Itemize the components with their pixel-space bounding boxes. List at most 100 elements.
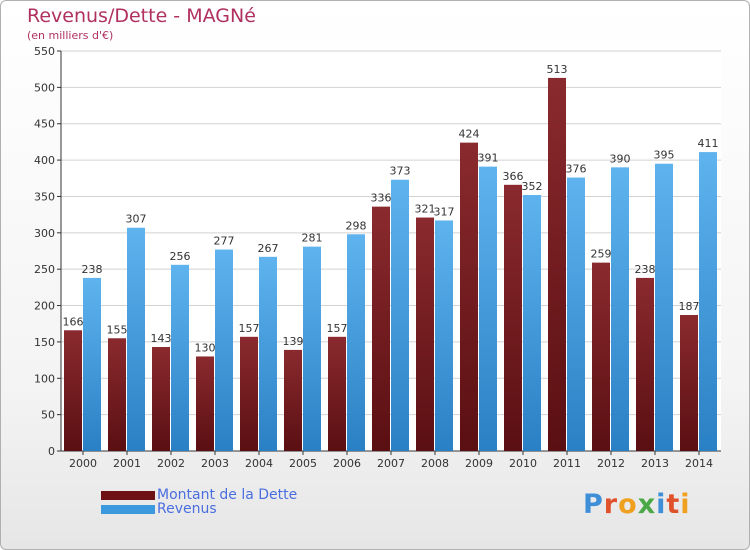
- bar-revenus: [83, 277, 101, 451]
- bar-dette: [548, 77, 566, 451]
- y-tick-label: 150: [34, 336, 55, 349]
- proxiti-logo: Proxiti: [583, 489, 691, 520]
- y-tick-label: 400: [34, 154, 55, 167]
- bar-dette: [680, 315, 698, 451]
- data-label-revenus: 317: [434, 205, 455, 218]
- x-tick-label: 2006: [333, 457, 361, 470]
- y-tick-label: 500: [34, 81, 55, 94]
- x-tick-label: 2001: [113, 457, 141, 470]
- y-tick-label: 250: [34, 263, 55, 276]
- data-label-dette: 166: [63, 315, 84, 328]
- data-label-revenus: 267: [258, 242, 279, 255]
- data-label-revenus: 352: [522, 180, 543, 193]
- data-label-revenus: 373: [390, 165, 411, 178]
- data-label-dette: 157: [239, 322, 260, 335]
- bar-dette: [64, 330, 82, 451]
- bar-revenus: [479, 166, 497, 452]
- x-tick-label: 2014: [685, 457, 713, 470]
- labels-layer: 0 50 100 150 200 250 300 350 400 450 500 550 2000 166…: [34, 45, 719, 470]
- data-label-dette: 321: [415, 203, 436, 216]
- bar-revenus: [259, 256, 277, 451]
- data-label-revenus: 277: [214, 235, 235, 248]
- bar-dette: [328, 336, 346, 451]
- y-tick-label: 350: [34, 190, 55, 203]
- bar-revenus: [171, 264, 189, 451]
- x-tick-label: 2004: [245, 457, 273, 470]
- data-label-revenus: 376: [566, 163, 587, 176]
- bar-revenus: [347, 234, 365, 451]
- bar-dette: [416, 217, 434, 451]
- legend-swatch-revenus: [101, 504, 155, 514]
- x-tick-label: 2007: [377, 457, 405, 470]
- logo-letter: t: [666, 489, 681, 520]
- data-label-revenus: 298: [346, 219, 367, 232]
- bar-revenus: [523, 195, 541, 451]
- data-label-dette: 366: [503, 170, 524, 183]
- bar-revenus: [699, 152, 717, 451]
- data-label-dette: 259: [591, 248, 612, 261]
- data-label-revenus: 307: [126, 213, 147, 226]
- logo-letter: P: [583, 489, 604, 520]
- bar-dette: [284, 349, 302, 451]
- bar-dette: [108, 338, 126, 451]
- logo-letter: o: [618, 489, 638, 520]
- chart-title: Revenus/Dette - MAGNé: [27, 5, 256, 27]
- bar-dette: [240, 336, 258, 451]
- data-label-dette: 513: [547, 63, 568, 76]
- bar-dette: [504, 184, 522, 451]
- chart-subtitle: (en milliers d'€): [27, 29, 114, 42]
- y-tick-label: 50: [41, 409, 55, 422]
- bar-revenus: [215, 249, 233, 451]
- data-label-dette: 336: [371, 192, 392, 205]
- bar-dette: [592, 262, 610, 451]
- legend-label-revenus: Revenus: [157, 501, 217, 517]
- y-tick-label: 200: [34, 300, 55, 313]
- data-label-dette: 130: [195, 341, 216, 354]
- logo-letter: r: [603, 489, 619, 520]
- data-label-dette: 143: [151, 332, 172, 345]
- bars-layer: [64, 77, 717, 452]
- x-tick-label: 2002: [157, 457, 185, 470]
- data-label-revenus: 281: [302, 232, 323, 245]
- y-tick-label: 0: [48, 445, 55, 458]
- bar-revenus: [127, 227, 145, 451]
- x-tick-label: 2011: [553, 457, 581, 470]
- logo-letter: x: [637, 489, 657, 520]
- x-tick-label: 2012: [597, 457, 625, 470]
- bar-dette: [152, 347, 170, 451]
- data-label-dette: 424: [459, 128, 480, 141]
- data-label-dette: 139: [283, 335, 304, 348]
- bar-revenus: [391, 179, 409, 451]
- x-tick-label: 2010: [509, 457, 537, 470]
- data-label-dette: 155: [107, 323, 128, 336]
- x-tick-label: 2005: [289, 457, 317, 470]
- bar-revenus: [611, 167, 629, 451]
- y-tick-label: 450: [34, 118, 55, 131]
- data-label-revenus: 411: [698, 137, 719, 150]
- legend-item-revenus: Revenus: [101, 501, 217, 517]
- bar-dette: [636, 277, 654, 451]
- bar-dette: [372, 206, 390, 451]
- logo-letter: i: [656, 489, 667, 520]
- logo-letter: i: [680, 489, 691, 520]
- data-label-revenus: 391: [478, 152, 499, 165]
- data-label-dette: 157: [327, 322, 348, 335]
- bar-dette: [196, 356, 214, 451]
- x-tick-label: 2003: [201, 457, 229, 470]
- x-tick-label: 2009: [465, 457, 493, 470]
- bar-revenus: [303, 246, 321, 451]
- bar-revenus: [655, 163, 673, 451]
- data-label-revenus: 395: [654, 149, 675, 162]
- x-tick-label: 2000: [69, 457, 97, 470]
- x-tick-label: 2008: [421, 457, 449, 470]
- bar-revenus: [435, 220, 453, 451]
- bar-dette: [460, 142, 478, 452]
- legend-item-dette: Montant de la Dette: [101, 487, 297, 503]
- data-label-revenus: 390: [610, 152, 631, 165]
- y-tick-label: 100: [34, 372, 55, 385]
- legend-swatch-dette: [101, 490, 155, 500]
- y-tick-label: 550: [34, 45, 55, 58]
- x-tick-label: 2013: [641, 457, 669, 470]
